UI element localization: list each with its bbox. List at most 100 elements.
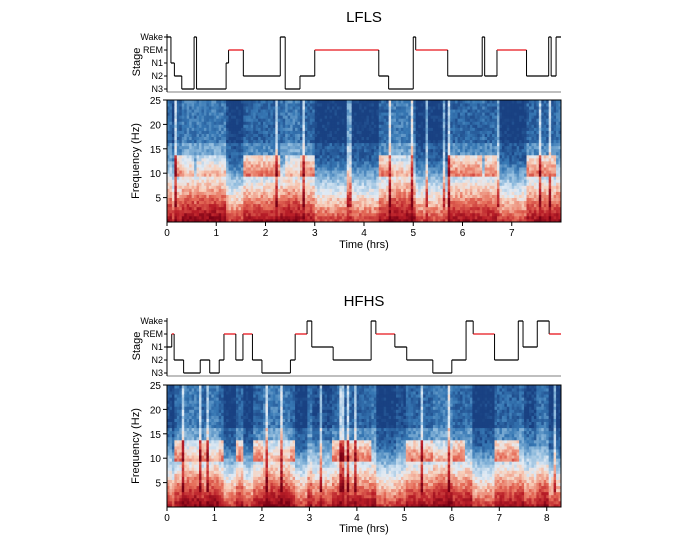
lfls-spectrogram-cell: [349, 161, 353, 165]
lfls-spectrogram-cell: [356, 170, 360, 174]
lfls-spectrogram-cell: [322, 133, 325, 137]
lfls-spectrogram-cell: [184, 142, 188, 147]
lfls-spectrogram-cell: [366, 148, 370, 153]
lfls-spectrogram-cell: [376, 161, 380, 165]
lfls-spectrogram-cell: [191, 139, 195, 144]
lfls-spectrogram-cell: [292, 151, 296, 156]
lfls-spectrogram-cell: [167, 133, 170, 137]
lfls-spectrogram-cell: [341, 154, 345, 159]
lfls-spectrogram-cell: [405, 188, 409, 192]
lfls-spectrogram-cell: [432, 142, 436, 147]
lfls-spectrogram-cell: [258, 103, 261, 107]
lfls-spectrogram-cell: [460, 145, 463, 150]
lfls-spectrogram-cell: [258, 148, 261, 153]
lfls-spectrogram-cell: [255, 197, 259, 202]
lfls-spectrogram-cell: [196, 145, 200, 150]
lfls-spectrogram-cell: [312, 100, 316, 104]
lfls-spectrogram-cell: [201, 148, 205, 153]
lfls-spectrogram-cell: [194, 212, 197, 217]
lfls-spectrogram-cell: [176, 157, 180, 162]
lfls-spectrogram-cell: [226, 170, 229, 174]
lfls-spectrogram-cell: [403, 145, 407, 150]
lfls-spectrogram-cell: [174, 109, 178, 113]
lfls-spectrogram-cell: [263, 127, 266, 131]
lfls-spectrogram-cell: [263, 209, 266, 214]
lfls-spectrogram-cell: [223, 121, 227, 125]
lfls-spectrogram-cell: [398, 124, 402, 128]
lfls-spectrogram-cell: [378, 185, 382, 189]
lfls-spectrogram-cell: [425, 115, 429, 119]
lfls-spectrogram-cell: [179, 164, 183, 168]
lfls-spectrogram-cell: [260, 100, 264, 104]
lfls-spectrogram-cell: [248, 118, 252, 122]
lfls-spectrogram-cell: [285, 200, 289, 205]
lfls-spectrogram-cell: [174, 106, 178, 110]
lfls-spectrogram-cell: [245, 197, 249, 202]
lfls-spectrogram-cell: [263, 200, 266, 205]
lfls-spectrogram-cell: [450, 206, 454, 211]
lfls-spectrogram-cell: [270, 200, 274, 205]
lfls-spectrogram-cell: [317, 215, 321, 220]
lfls-spectrogram-cell: [413, 200, 417, 205]
lfls-spectrogram-cell: [231, 130, 234, 134]
lfls-spectrogram-cell: [381, 154, 385, 159]
lfls-spectrogram-cell: [349, 182, 353, 186]
lfls-spectrogram-cell: [460, 103, 463, 107]
lfls-spectrogram-cell: [181, 161, 185, 165]
lfls-spectrogram-cell: [174, 215, 178, 220]
lfls-spectrogram-cell: [290, 109, 293, 113]
lfls-spectrogram-cell: [226, 148, 229, 153]
lfls-spectrogram-cell: [290, 164, 293, 168]
lfls-spectrogram-cell: [295, 154, 298, 159]
lfls-spectrogram-cell: [418, 106, 422, 110]
lfls-spectrogram-cell: [331, 127, 335, 131]
lfls-spectrogram-cell: [208, 212, 212, 217]
lfls-spectrogram-cell: [233, 176, 237, 180]
lfls-spectrogram-cell: [176, 215, 180, 220]
lfls-spectrogram-cell: [248, 206, 252, 211]
lfls-spectrogram-cell: [186, 157, 190, 162]
lfls-spectrogram-cell: [186, 185, 190, 189]
lfls-spectrogram-cell: [339, 145, 343, 150]
lfls-spectrogram-cell: [339, 103, 343, 107]
lfls-spectrogram-cell: [361, 106, 365, 110]
lfls-spectrogram-cell: [460, 209, 463, 214]
lfls-spectrogram-cell: [442, 154, 446, 159]
lfls-spectrogram-cell: [425, 136, 429, 141]
lfls-spectrogram-cell: [376, 118, 380, 122]
lfls-spectrogram-cell: [263, 191, 266, 195]
lfls-spectrogram-cell: [176, 188, 180, 192]
lfls-spectrogram-cell: [327, 164, 330, 168]
lfls-spectrogram-cell: [228, 200, 232, 205]
lfls-spectrogram-cell: [329, 179, 333, 183]
lfls-spectrogram-cell: [218, 185, 222, 189]
lfls-spectrogram-cell: [186, 148, 190, 153]
lfls-spectrogram-cell: [194, 191, 197, 195]
lfls-spectrogram-cell: [191, 200, 195, 205]
lfls-spectrogram-cell: [238, 215, 242, 220]
lfls-spectrogram-cell: [317, 103, 321, 107]
lfls-spectrogram-cell: [287, 218, 291, 223]
lfls-spectrogram-cell: [277, 209, 281, 214]
lfls-spectrogram-cell: [285, 173, 289, 177]
lfls-spectrogram-cell: [272, 121, 276, 125]
lfls-stage-axis-label: Stage: [131, 48, 143, 77]
lfls-spectrogram-cell: [167, 212, 170, 217]
lfls-spectrogram-cell: [341, 103, 345, 107]
lfls-spectrogram-cell: [206, 139, 210, 144]
lfls-spectrogram-cell: [295, 212, 298, 217]
lfls-spectrogram-cell: [240, 130, 244, 134]
lfls-spectrogram-cell: [408, 121, 412, 125]
lfls-spectrogram-cell: [226, 212, 229, 217]
lfls-spectrogram-cell: [255, 194, 259, 198]
lfls-spectrogram-cell: [287, 106, 291, 110]
lfls-spectrogram-cell: [351, 142, 355, 147]
lfls-spectrogram-cell: [307, 136, 311, 141]
lfls-spectrogram-cell: [396, 109, 399, 113]
lfls-spectrogram-cell: [167, 218, 170, 223]
lfls-spectrogram-cell: [398, 182, 402, 186]
lfls-spectrogram-cell: [371, 151, 375, 156]
lfls-spectrogram-cell: [381, 130, 385, 134]
lfls-spectrogram-cell: [199, 136, 202, 141]
lfls-spectrogram-cell: [272, 145, 276, 150]
